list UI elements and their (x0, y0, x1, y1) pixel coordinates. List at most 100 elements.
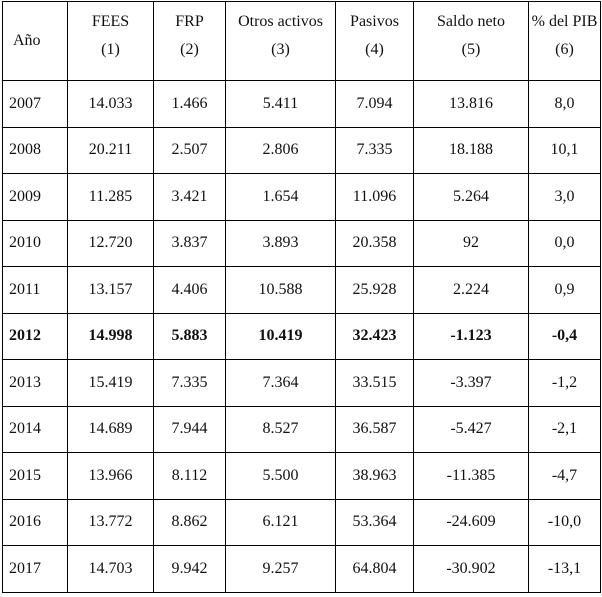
value-cell: -1.123 (413, 312, 529, 360)
column-header: Saldo neto (5) (413, 1, 529, 81)
header-label: Pasivos (350, 13, 399, 30)
value-cell: -4,7 (528, 452, 601, 500)
table-row: 2015 13.966 8.112 5.500 38.963 -11.385 -4,7 (2, 452, 601, 500)
column-header: FEES (1) (67, 1, 154, 81)
header-number: (3) (271, 41, 290, 58)
value-cell: 38.963 (335, 452, 414, 500)
header-number: (2) (180, 41, 199, 58)
header-label: Saldo neto (437, 13, 505, 30)
year-cell: 2014 (2, 405, 68, 453)
column-header: Año (2, 1, 68, 81)
value-cell: -13,1 (528, 545, 601, 593)
value-cell: 1.654 (225, 173, 336, 221)
header-label: FEES (91, 13, 130, 30)
value-cell: 92 (413, 219, 529, 267)
value-cell: 8,0 (528, 80, 601, 128)
header-label: Año (13, 32, 41, 49)
header-number: (1) (101, 41, 120, 58)
value-cell: 5.500 (225, 452, 336, 500)
value-cell: 10,1 (528, 126, 601, 174)
year-cell: 2008 (2, 126, 68, 174)
year-cell: 2007 (2, 80, 68, 128)
year-cell: 2017 (2, 545, 68, 593)
header-row: Año FEES (1) FRP (2) Otros activos (3) Pasivos (… (2, 1, 601, 81)
value-cell: 9.257 (225, 545, 336, 593)
value-cell: 14.033 (67, 80, 154, 128)
value-cell: 11.096 (335, 173, 414, 221)
value-cell: 15.419 (67, 359, 154, 407)
value-cell: 4.406 (153, 266, 226, 314)
value-cell: 36.587 (335, 405, 414, 453)
value-cell: 53.364 (335, 498, 414, 546)
value-cell: 8.862 (153, 498, 226, 546)
value-cell: 13.816 (413, 80, 529, 128)
year-cell: 2009 (2, 173, 68, 221)
table-row: 2010 12.720 3.837 3.893 20.358 92 0,0 (2, 219, 601, 267)
column-header: % del PIB (6) (528, 1, 601, 81)
value-cell: -2,1 (528, 405, 601, 453)
value-cell: 7.335 (335, 126, 414, 174)
value-cell: 2.224 (413, 266, 529, 314)
value-cell: 10.419 (225, 312, 336, 360)
header-number: (6) (555, 41, 574, 58)
value-cell: 13.157 (67, 266, 154, 314)
table-body: 2007 14.033 1.466 5.411 7.094 13.816 8,0 2008 20… (2, 80, 601, 593)
value-cell: 9.942 (153, 545, 226, 593)
table-header: Año FEES (1) FRP (2) Otros activos (3) Pasivos (… (2, 1, 601, 81)
year-cell: 2015 (2, 452, 68, 500)
value-cell: 20.358 (335, 219, 414, 267)
table-row: 2008 20.211 2.507 2.806 7.335 18.188 10,1 (2, 126, 601, 174)
table-row: 2011 13.157 4.406 10.588 25.928 2.224 0,9 (2, 266, 601, 314)
value-cell: -11.385 (413, 452, 529, 500)
year-cell: 2013 (2, 359, 68, 407)
year-cell: 2016 (2, 498, 68, 546)
value-cell: -30.902 (413, 545, 529, 593)
value-cell: 14.689 (67, 405, 154, 453)
header-label: % del PIB (531, 13, 598, 30)
value-cell: 3,0 (528, 173, 601, 221)
value-cell: 25.928 (335, 266, 414, 314)
value-cell: 0,0 (528, 219, 601, 267)
value-cell: 8.112 (153, 452, 226, 500)
value-cell: 32.423 (335, 312, 414, 360)
value-cell: 7.094 (335, 80, 414, 128)
value-cell: 12.720 (67, 219, 154, 267)
value-cell: 3.837 (153, 219, 226, 267)
value-cell: -3.397 (413, 359, 529, 407)
header-label: Otros activos (238, 13, 323, 30)
value-cell: 64.804 (335, 545, 414, 593)
table-row: 2009 11.285 3.421 1.654 11.096 5.264 3,0 (2, 173, 601, 221)
year-cell: 2010 (2, 219, 68, 267)
value-cell: 8.527 (225, 405, 336, 453)
value-cell: -24.609 (413, 498, 529, 546)
year-cell: 2012 (2, 312, 68, 360)
value-cell: 3.893 (225, 219, 336, 267)
value-cell: 13.966 (67, 452, 154, 500)
value-cell: 7.944 (153, 405, 226, 453)
value-cell: 0,9 (528, 266, 601, 314)
value-cell: 5.411 (225, 80, 336, 128)
value-cell: -5.427 (413, 405, 529, 453)
value-cell: 14.998 (67, 312, 154, 360)
table-row: 2012 14.998 5.883 10.419 32.423 -1.123 -0,4 (2, 312, 601, 360)
column-header: FRP (2) (153, 1, 226, 81)
value-cell: 20.211 (67, 126, 154, 174)
value-cell: 5.264 (413, 173, 529, 221)
value-cell: 11.285 (67, 173, 154, 221)
column-header: Otros activos (3) (225, 1, 336, 81)
value-cell: 13.772 (67, 498, 154, 546)
value-cell: 1.466 (153, 80, 226, 128)
value-cell: 18.188 (413, 126, 529, 174)
table-row: 2017 14.703 9.942 9.257 64.804 -30.902 -13,1 (2, 545, 601, 593)
value-cell: 7.335 (153, 359, 226, 407)
table-row: 2014 14.689 7.944 8.527 36.587 -5.427 -2,1 (2, 405, 601, 453)
value-cell: -0,4 (528, 312, 601, 360)
value-cell: -10,0 (528, 498, 601, 546)
header-number: (5) (461, 41, 481, 58)
value-cell: 6.121 (225, 498, 336, 546)
value-cell: 33.515 (335, 359, 414, 407)
column-header: Pasivos (4) (335, 1, 414, 81)
value-cell: -1,2 (528, 359, 601, 407)
